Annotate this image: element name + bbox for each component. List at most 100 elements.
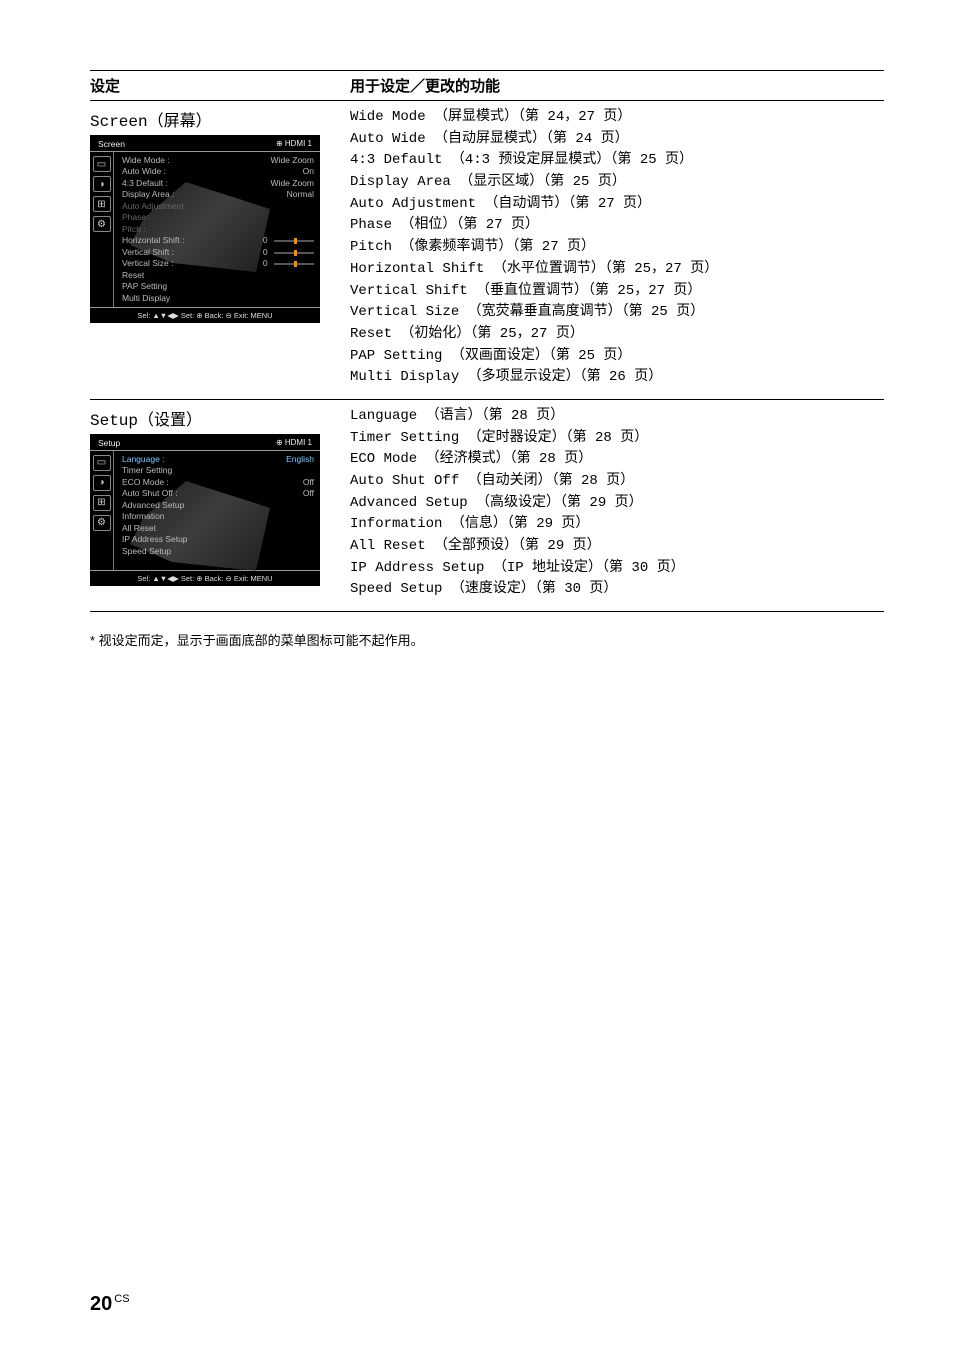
osd-row: Display Area :Normal <box>122 189 314 200</box>
osd-panel: Setup⊕ HDMI 1▭◑⊞⚙Language :EnglishTimer … <box>90 434 320 586</box>
osd-row: Vertical Shift :0 <box>122 247 314 258</box>
function-item: Auto Wide （自动屏显模式）（第 24 页） <box>350 129 884 151</box>
function-item: Horizontal Shift （水平位置调节）（第 25，27 页） <box>350 259 884 281</box>
osd-row-label: 4:3 Default : <box>122 178 271 189</box>
osd-row-label: IP Address Setup <box>122 534 314 545</box>
osd-row-label: All Reset <box>122 523 314 534</box>
osd-row-label: Vertical Size : <box>122 258 263 269</box>
osd-row-label: Auto Adjustment <box>122 201 314 212</box>
footnote: * 视设定而定，显示于画面底部的菜单图标可能不起作用。 <box>90 630 884 649</box>
function-item: 4:3 Default （4:3 预设定屏显模式）（第 25 页） <box>350 150 884 172</box>
osd-row-label: Display Area : <box>122 189 287 200</box>
osd-row-label: Wide Mode : <box>122 155 271 166</box>
function-item: Information （信息）（第 29 页） <box>350 514 884 536</box>
function-list: Wide Mode （屏显模式）（第 24，27 页）Auto Wide （自动… <box>350 107 884 389</box>
osd-tab-icon: ◑ <box>93 475 111 491</box>
osd-icon-column: ▭◑⊞⚙ <box>90 152 114 307</box>
function-item: Advanced Setup （高级设定）（第 29 页） <box>350 493 884 515</box>
osd-source: ⊕ HDMI 1 <box>276 438 312 448</box>
osd-row-value: On <box>303 166 314 177</box>
section-title: Screen（屏幕） <box>90 107 350 131</box>
osd-row: 4:3 Default :Wide Zoom <box>122 178 314 189</box>
osd-row: Reset <box>122 270 314 281</box>
osd-row-label: Auto Wide : <box>122 166 303 177</box>
osd-row-label: Language : <box>122 454 286 465</box>
slider-icon <box>274 263 314 265</box>
function-item: IP Address Setup （IP 地址设定）（第 30 页） <box>350 558 884 580</box>
osd-title: Setup <box>98 438 120 448</box>
slider-icon <box>274 240 314 242</box>
function-item: Reset （初始化）（第 25，27 页） <box>350 324 884 346</box>
osd-row: Auto Wide :On <box>122 166 314 177</box>
osd-row: Advanced Setup <box>122 500 314 511</box>
section-title-en: Setup <box>90 412 138 430</box>
osd-row: ECO Mode :Off <box>122 477 314 488</box>
osd-tab-icon: ▭ <box>93 455 111 471</box>
osd-row: Pitch : <box>122 224 314 235</box>
section-left: Screen（屏幕）Screen⊕ HDMI 1▭◑⊞⚙Wide Mode :W… <box>90 107 350 389</box>
osd-row: Multi Display <box>122 293 314 304</box>
osd-row: Language :English <box>122 454 314 465</box>
osd-row-label: Pitch : <box>122 224 314 235</box>
osd-row-value: Normal <box>287 189 314 200</box>
osd-body: ▭◑⊞⚙Language :EnglishTimer SettingECO Mo… <box>90 450 320 570</box>
header-left: 设定 <box>90 71 350 100</box>
osd-row: All Reset <box>122 523 314 534</box>
osd-row-value: Wide Zoom <box>271 155 314 166</box>
function-item: Multi Display （多项显示设定）（第 26 页） <box>350 367 884 389</box>
osd-row: IP Address Setup <box>122 534 314 545</box>
osd-footer: Sel: ▲▼◀▶ Set: ⊕ Back: ⊖ Exit: MENU <box>90 307 320 323</box>
osd-row-label: Reset <box>122 270 314 281</box>
function-item: Pitch （像素频率调节）（第 27 页） <box>350 237 884 259</box>
osd-source: ⊕ HDMI 1 <box>276 139 312 149</box>
function-item: ECO Mode （经济模式）（第 28 页） <box>350 449 884 471</box>
osd-tab-icon: ▭ <box>93 156 111 172</box>
osd-icon-column: ▭◑⊞⚙ <box>90 451 114 570</box>
osd-tab-icon: ⚙ <box>93 515 111 531</box>
section-title-en: Screen <box>90 113 148 131</box>
page-num: 20 <box>90 1293 112 1315</box>
function-item: Timer Setting （定时器设定）（第 28 页） <box>350 428 884 450</box>
function-item: All Reset （全部预设）（第 29 页） <box>350 536 884 558</box>
osd-header: Screen ⊕ HDMI 1 <box>90 135 320 151</box>
section-row: Setup（设置）Setup⊕ HDMI 1▭◑⊞⚙Language :Engl… <box>90 399 884 611</box>
osd-row-label: Advanced Setup <box>122 500 314 511</box>
osd-row-value: 0 <box>263 235 314 246</box>
osd-row-label: Horizontal Shift : <box>122 235 263 246</box>
function-list: Language （语言）（第 28 页）Timer Setting （定时器设… <box>350 406 884 601</box>
osd-row: Phase : <box>122 212 314 223</box>
function-item: Auto Shut Off （自动关闭）（第 28 页） <box>350 471 884 493</box>
osd-row-label: Multi Display <box>122 293 314 304</box>
osd-row-value: English <box>286 454 314 465</box>
osd-row-value: 0 <box>263 247 314 258</box>
osd-list: Wide Mode :Wide ZoomAuto Wide :On4:3 Def… <box>114 152 320 307</box>
osd-row-label: Information <box>122 511 314 522</box>
section-left: Setup（设置）Setup⊕ HDMI 1▭◑⊞⚙Language :Engl… <box>90 406 350 601</box>
osd-panel: Screen⊕ HDMI 1▭◑⊞⚙Wide Mode :Wide ZoomAu… <box>90 135 320 323</box>
osd-row-label: Auto Shut Off : <box>122 488 303 499</box>
osd-row: Speed Setup <box>122 546 314 557</box>
osd-row-label: Speed Setup <box>122 546 314 557</box>
osd-tab-icon: ⊞ <box>93 196 111 212</box>
osd-footer: Sel: ▲▼◀▶ Set: ⊕ Back: ⊖ Exit: MENU <box>90 570 320 586</box>
osd-row: Auto Shut Off :Off <box>122 488 314 499</box>
osd-row: Wide Mode :Wide Zoom <box>122 155 314 166</box>
section-title: Setup（设置） <box>90 406 350 430</box>
header-row: 设定 用于设定／更改的功能 <box>90 71 884 101</box>
osd-row-label: Phase : <box>122 212 314 223</box>
slider-icon <box>274 252 314 254</box>
page-sup: CS <box>114 1293 129 1305</box>
function-item: PAP Setting （双画面设定）（第 25 页） <box>350 346 884 368</box>
header-right: 用于设定／更改的功能 <box>350 71 884 100</box>
function-item: Auto Adjustment （自动调节）（第 27 页） <box>350 194 884 216</box>
osd-row: Vertical Size :0 <box>122 258 314 269</box>
osd-tab-icon: ◑ <box>93 176 111 192</box>
osd-row-label: Timer Setting <box>122 465 314 476</box>
function-item: Display Area （显示区域）（第 25 页） <box>350 172 884 194</box>
osd-row-label: ECO Mode : <box>122 477 303 488</box>
osd-row: Timer Setting <box>122 465 314 476</box>
osd-body: ▭◑⊞⚙Wide Mode :Wide ZoomAuto Wide :On4:3… <box>90 151 320 307</box>
osd-row-value: Off <box>303 488 314 499</box>
osd-row-value: Wide Zoom <box>271 178 314 189</box>
osd-title: Screen <box>98 139 125 149</box>
